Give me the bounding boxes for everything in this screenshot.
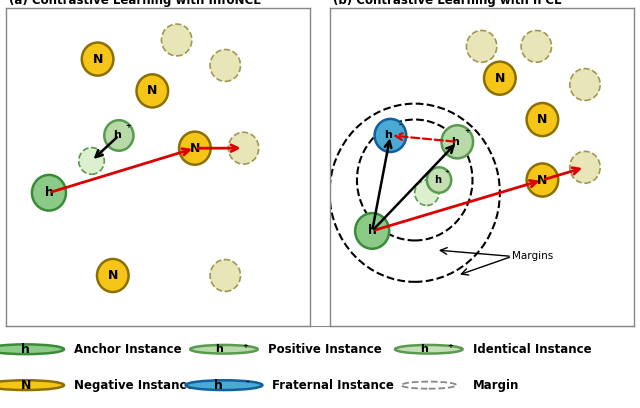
Circle shape <box>210 259 241 291</box>
Circle shape <box>190 345 258 354</box>
Circle shape <box>82 42 113 75</box>
Circle shape <box>0 380 64 390</box>
Circle shape <box>186 380 262 390</box>
Text: N: N <box>147 84 157 98</box>
Text: Margins: Margins <box>512 251 553 262</box>
Text: N: N <box>537 173 548 186</box>
Circle shape <box>570 151 600 183</box>
Text: N: N <box>20 379 31 392</box>
Text: -: - <box>246 377 250 386</box>
Circle shape <box>395 345 463 354</box>
Text: +: + <box>242 344 248 349</box>
Circle shape <box>401 381 456 389</box>
Text: +: + <box>444 169 449 174</box>
Circle shape <box>415 180 439 206</box>
Circle shape <box>427 167 451 193</box>
Circle shape <box>521 31 552 62</box>
Text: N: N <box>92 53 103 66</box>
Circle shape <box>467 31 497 62</box>
Text: N: N <box>189 142 200 155</box>
Circle shape <box>210 49 241 81</box>
Text: +: + <box>464 128 470 134</box>
Circle shape <box>161 24 192 56</box>
Text: +: + <box>447 344 452 349</box>
Text: h: h <box>214 379 223 392</box>
Circle shape <box>442 125 473 158</box>
Circle shape <box>228 132 259 164</box>
Text: h: h <box>113 131 120 140</box>
Circle shape <box>136 74 168 107</box>
Text: h: h <box>215 344 223 354</box>
Circle shape <box>97 259 129 292</box>
Text: -: - <box>399 122 402 128</box>
Text: N: N <box>495 72 505 85</box>
Text: h: h <box>420 344 428 354</box>
Circle shape <box>527 103 558 136</box>
Circle shape <box>32 175 66 211</box>
Circle shape <box>179 132 211 165</box>
Text: (b) Contrastive Learning with IFCL: (b) Contrastive Learning with IFCL <box>333 0 561 7</box>
Text: N: N <box>108 269 118 282</box>
Circle shape <box>79 148 104 174</box>
Text: h: h <box>451 137 459 147</box>
Text: Anchor Instance: Anchor Instance <box>74 343 181 356</box>
Text: Margin: Margin <box>473 379 519 392</box>
Text: +: + <box>125 122 131 129</box>
Text: Negative Instance: Negative Instance <box>74 379 194 392</box>
Circle shape <box>484 62 516 95</box>
Text: N: N <box>537 113 548 126</box>
Text: (a) Contrastive Learning with InfoNCE: (a) Contrastive Learning with InfoNCE <box>10 0 262 7</box>
Text: Identical Instance: Identical Instance <box>473 343 591 356</box>
Circle shape <box>527 164 558 197</box>
Text: Positive Instance: Positive Instance <box>268 343 382 356</box>
Circle shape <box>374 119 406 152</box>
Circle shape <box>0 344 64 354</box>
Circle shape <box>104 120 134 151</box>
Text: h: h <box>368 224 376 237</box>
Circle shape <box>570 69 600 100</box>
Text: h: h <box>434 175 441 185</box>
Text: h: h <box>21 343 30 356</box>
Circle shape <box>355 213 389 249</box>
Text: Fraternal Instance: Fraternal Instance <box>272 379 394 392</box>
Text: h: h <box>45 186 53 199</box>
Text: h: h <box>384 131 392 140</box>
